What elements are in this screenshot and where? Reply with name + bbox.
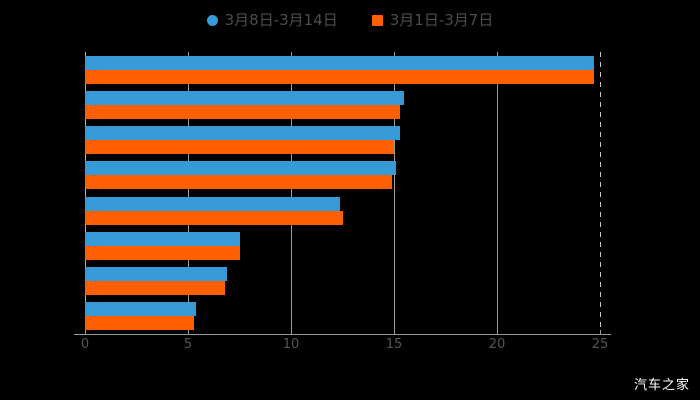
bar-法国-series-1[interactable] [85, 231, 240, 246]
x-tick-mark-25 [600, 330, 601, 335]
bar-韩国-series-2[interactable] [85, 69, 594, 84]
bar-其他-series-2[interactable] [85, 140, 394, 155]
legend-marker-circle-icon [206, 14, 218, 26]
legend-item-series-2[interactable]: 3月1日-3月7日 [371, 10, 494, 29]
bar-group: 法国 [85, 231, 600, 260]
x-tick-label-15: 15 [385, 337, 403, 352]
chart-legend: 3月8日-3月14日 3月1日-3月7日 [0, 8, 700, 32]
bar-美国-series-2[interactable] [85, 104, 401, 119]
bar-group: 韩国 [85, 55, 600, 84]
bar-英国-series-2[interactable] [85, 175, 392, 190]
bar-group: 其他 [85, 126, 600, 155]
gridline-10 [291, 52, 292, 334]
x-tick-label-25: 25 [591, 337, 609, 352]
bar-group: 中国 [85, 302, 600, 331]
legend-item-series-1[interactable]: 3月8日-3月14日 [206, 10, 338, 29]
bar-中国-series-2[interactable] [85, 316, 195, 331]
bar-中国-series-1[interactable] [85, 302, 197, 317]
bar-英国-series-1[interactable] [85, 161, 397, 176]
bar-日本-series-2[interactable] [85, 281, 226, 296]
gridline-25 [600, 52, 601, 334]
bar-日本-series-1[interactable] [85, 267, 228, 282]
plot-area: 韩国美国其他英国德国法国日本中国 [85, 52, 601, 334]
x-tick-mark-15 [394, 330, 395, 335]
y-axis-line [85, 52, 86, 334]
bar-group: 英国 [85, 161, 600, 190]
legend-label-series-2: 3月1日-3月7日 [389, 10, 494, 29]
bar-法国-series-2[interactable] [85, 245, 240, 260]
gridline-5 [188, 52, 189, 334]
gridline-20 [497, 52, 498, 334]
x-tick-mark-20 [497, 330, 498, 335]
gridline-15 [394, 52, 395, 334]
x-axis-line [74, 334, 611, 335]
x-tick-label-10: 10 [282, 337, 300, 352]
bar-group: 德国 [85, 196, 600, 225]
legend-label-series-1: 3月8日-3月14日 [224, 10, 338, 29]
x-tick-label-0: 0 [80, 337, 90, 352]
bar-德国-series-1[interactable] [85, 196, 341, 211]
x-tick-label-20: 20 [488, 337, 506, 352]
watermark: 汽车之家 [633, 378, 690, 393]
bar-美国-series-1[interactable] [85, 90, 405, 105]
bar-德国-series-2[interactable] [85, 210, 343, 225]
bar-group: 日本 [85, 267, 600, 296]
bar-group: 美国 [85, 90, 600, 119]
x-tick-mark-10 [291, 330, 292, 335]
x-tick-label-5: 5 [183, 337, 193, 352]
legend-marker-square-icon [371, 14, 383, 26]
bar-其他-series-1[interactable] [85, 126, 401, 141]
bar-韩国-series-1[interactable] [85, 55, 594, 70]
x-tick-mark-5 [188, 330, 189, 335]
x-tick-mark-0 [85, 330, 86, 335]
